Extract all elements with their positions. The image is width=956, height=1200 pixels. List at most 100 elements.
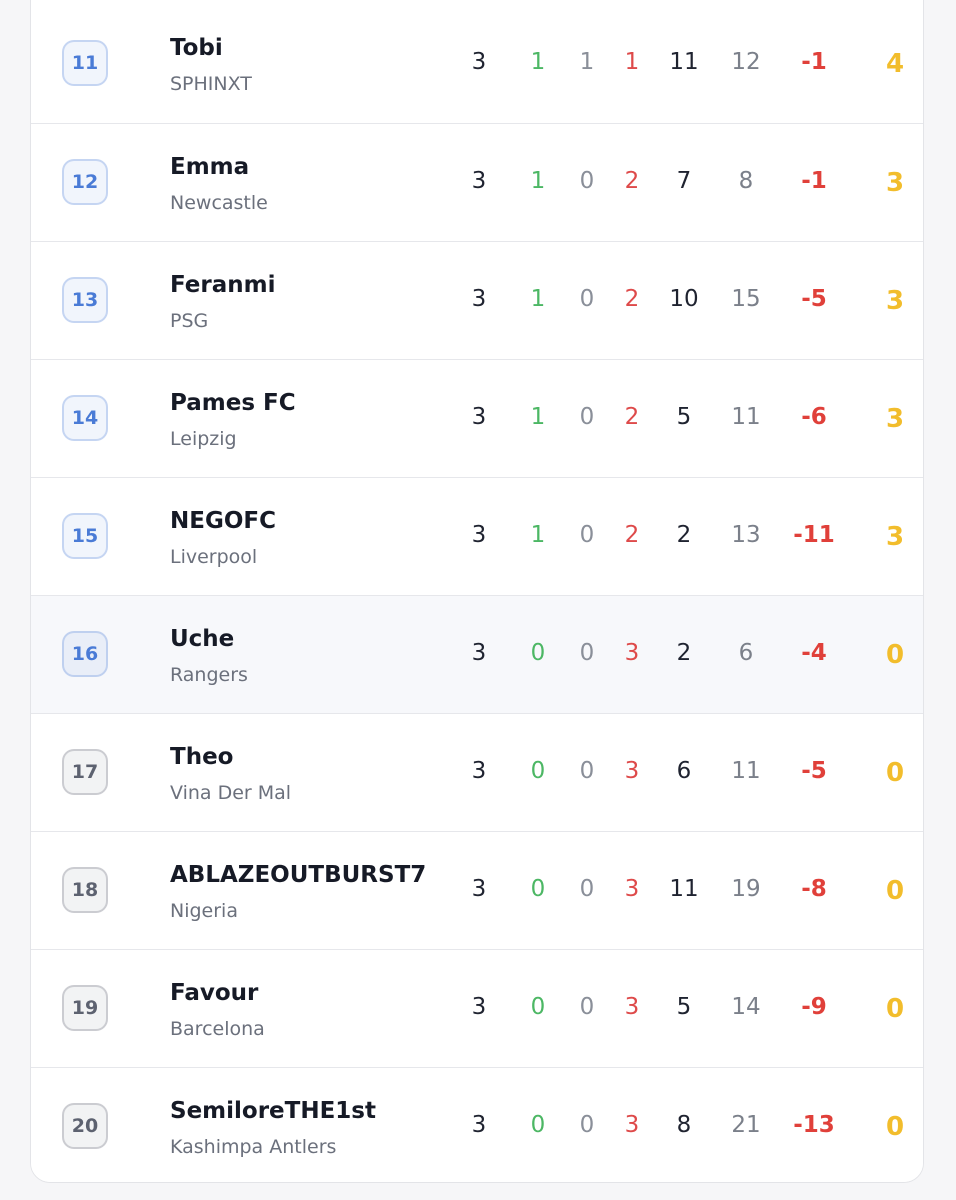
player-name: Tobi (170, 35, 223, 61)
stat-pts: 3 (885, 522, 905, 552)
stat-pts: 0 (885, 758, 905, 788)
stat-gf: 7 (676, 168, 692, 194)
stat-pts: 3 (885, 286, 905, 316)
stat-p: 3 (471, 640, 487, 666)
stat-w: 0 (530, 758, 546, 784)
rank-badge: 16 (62, 631, 108, 677)
stat-pts: 4 (885, 49, 905, 79)
stat-p: 3 (471, 876, 487, 902)
rank-badge: 17 (62, 749, 108, 795)
team-name: Kashimpa Antlers (170, 1136, 337, 1158)
stat-l: 2 (624, 404, 640, 430)
player-name: Favour (170, 980, 259, 1006)
stat-l: 2 (624, 168, 640, 194)
stat-pts: 3 (885, 168, 905, 198)
stat-l: 3 (624, 640, 640, 666)
team-name: Liverpool (170, 546, 258, 568)
player-name: Pames FC (170, 390, 296, 416)
team-name: SPHINXT (170, 73, 252, 95)
stat-d: 0 (579, 758, 595, 784)
stat-d: 0 (579, 640, 595, 666)
rank-badge: 19 (62, 985, 108, 1031)
stat-ga: 6 (738, 640, 754, 666)
team-name: Rangers (170, 664, 248, 686)
stat-gf: 5 (676, 404, 692, 430)
stat-gf: 2 (676, 522, 692, 548)
stat-gd: -4 (801, 640, 827, 666)
player-name: ABLAZEOUTBURST7 (170, 862, 427, 888)
standings-card: 11 Tobi SPHINXT 3 1 1 1 11 12 -1 4 12 Emma Newcastle 3… (30, 0, 924, 1183)
stat-pts: 0 (885, 640, 905, 670)
stat-p: 3 (471, 49, 487, 75)
stat-p: 3 (471, 404, 487, 430)
stat-l: 3 (624, 876, 640, 902)
team-name: Newcastle (170, 192, 268, 214)
stat-l: 3 (624, 758, 640, 784)
player-name: Emma (170, 154, 250, 180)
player-name: NEGOFC (170, 508, 276, 534)
stat-ga: 11 (731, 404, 761, 430)
stat-pts: 0 (885, 994, 905, 1024)
stat-gd: -8 (801, 876, 827, 902)
rank-badge: 18 (62, 867, 108, 913)
table-row: 20 SemiloreTHE1st Kashimpa Antlers 3 0 0 3 8 21 -… (31, 1067, 923, 1182)
stat-gd: -1 (801, 168, 827, 194)
stat-l: 3 (624, 1112, 640, 1138)
stat-p: 3 (471, 758, 487, 784)
stat-l: 2 (624, 286, 640, 312)
stat-l: 3 (624, 994, 640, 1020)
stat-w: 1 (530, 404, 546, 430)
stat-d: 0 (579, 522, 595, 548)
rank-badge: 15 (62, 513, 108, 559)
stat-gf: 6 (676, 758, 692, 784)
team-name: Barcelona (170, 1018, 265, 1040)
stat-pts: 0 (885, 876, 905, 906)
stat-ga: 12 (731, 49, 761, 75)
stat-d: 0 (579, 876, 595, 902)
table-row: 13 Feranmi PSG 3 1 0 2 10 15 -5 3 (31, 241, 923, 359)
team-name: PSG (170, 310, 209, 332)
stat-l: 1 (624, 49, 640, 75)
stat-gd: -1 (801, 49, 827, 75)
rank-badge: 12 (62, 159, 108, 205)
table-row: 15 NEGOFC Liverpool 3 1 0 2 2 13 -11 3 (31, 477, 923, 595)
table-row: 14 Pames FC Leipzig 3 1 0 2 5 11 -6 3 (31, 359, 923, 477)
player-name: Feranmi (170, 272, 276, 298)
stat-ga: 14 (731, 994, 761, 1020)
stat-ga: 11 (731, 758, 761, 784)
stat-w: 0 (530, 876, 546, 902)
rank-badge: 11 (62, 40, 108, 86)
stat-ga: 8 (738, 168, 754, 194)
stat-l: 2 (624, 522, 640, 548)
player-name: SemiloreTHE1st (170, 1098, 376, 1124)
stat-gf: 2 (676, 640, 692, 666)
stat-p: 3 (471, 168, 487, 194)
stat-d: 0 (579, 286, 595, 312)
stat-gf: 11 (669, 876, 699, 902)
stat-pts: 0 (885, 1112, 905, 1142)
stat-w: 1 (530, 522, 546, 548)
team-name: Nigeria (170, 900, 238, 922)
stat-p: 3 (471, 522, 487, 548)
stat-gd: -5 (801, 758, 827, 784)
stat-w: 1 (530, 168, 546, 194)
stat-gd: -6 (801, 404, 827, 430)
stat-gf: 8 (676, 1112, 692, 1138)
rank-badge: 14 (62, 395, 108, 441)
stat-gd: -11 (793, 522, 835, 548)
stat-d: 0 (579, 1112, 595, 1138)
stat-gd: -9 (801, 994, 827, 1020)
table-row: 12 Emma Newcastle 3 1 0 2 7 8 -1 3 (31, 123, 923, 241)
table-row: 17 Theo Vina Der Mal 3 0 0 3 6 11 -5 0 (31, 713, 923, 831)
stat-ga: 15 (731, 286, 761, 312)
stat-w: 1 (530, 49, 546, 75)
stat-d: 0 (579, 404, 595, 430)
table-row: 19 Favour Barcelona 3 0 0 3 5 14 -9 0 (31, 949, 923, 1067)
rank-badge: 13 (62, 277, 108, 323)
stat-gf: 5 (676, 994, 692, 1020)
team-name: Vina Der Mal (170, 782, 292, 804)
stat-ga: 21 (731, 1112, 761, 1138)
stat-w: 1 (530, 286, 546, 312)
table-row: 11 Tobi SPHINXT 3 1 1 1 11 12 -1 4 (31, 5, 923, 123)
